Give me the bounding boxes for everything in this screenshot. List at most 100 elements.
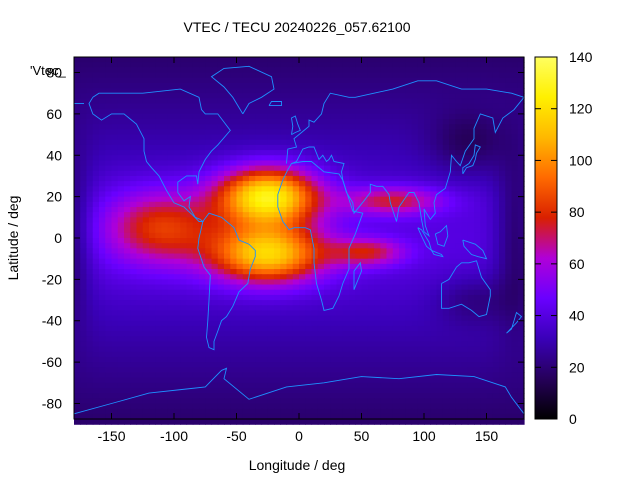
heatmap-cell <box>305 325 313 332</box>
heatmap-cell <box>142 170 150 177</box>
heatmap-cell <box>411 77 419 84</box>
heatmap-cell <box>474 315 481 322</box>
heatmap-cell <box>330 150 338 156</box>
heatmap-cell <box>492 320 500 327</box>
heatmap-cell <box>255 367 263 374</box>
heatmap-cell <box>261 98 269 105</box>
heatmap-cell <box>236 274 244 280</box>
heatmap-cell <box>474 165 481 172</box>
heatmap-cell <box>142 238 150 244</box>
heatmap-cell <box>480 243 488 249</box>
heatmap-cell <box>392 175 400 182</box>
heatmap-cell <box>161 258 169 265</box>
heatmap-cell <box>205 362 213 368</box>
heatmap-cell <box>92 217 100 224</box>
heatmap-cell <box>292 238 300 244</box>
heatmap-cell <box>74 382 81 389</box>
heatmap-cell <box>305 103 313 110</box>
heatmap-cell <box>274 129 281 136</box>
heatmap-cell <box>499 367 506 374</box>
heatmap-cell <box>80 294 88 301</box>
heatmap-cell <box>399 331 406 337</box>
heatmap-cell <box>255 103 263 110</box>
heatmap-cell <box>486 88 494 94</box>
heatmap-cell <box>80 263 88 270</box>
heatmap-cell <box>305 212 313 218</box>
heatmap-cell <box>330 387 338 394</box>
heatmap-cell <box>336 346 344 353</box>
heatmap-cell <box>80 139 88 146</box>
heatmap-cell <box>311 331 319 337</box>
heatmap-cell <box>242 294 250 301</box>
heatmap-cell <box>505 67 513 74</box>
heatmap-cell <box>105 129 113 136</box>
heatmap-cell <box>149 155 156 162</box>
heatmap-cell <box>449 217 456 224</box>
heatmap-cell <box>167 170 175 177</box>
heatmap-cell <box>474 310 481 317</box>
heatmap-cell <box>299 331 306 337</box>
heatmap-cell <box>405 212 413 218</box>
heatmap-cell <box>499 351 506 358</box>
heatmap-cell <box>286 408 294 415</box>
heatmap-cell <box>230 186 238 193</box>
heatmap-cell <box>430 124 438 130</box>
heatmap-cell <box>105 113 113 120</box>
heatmap-cell <box>74 377 81 384</box>
heatmap-cell <box>74 341 81 348</box>
heatmap-cell <box>367 77 375 84</box>
heatmap-cell <box>324 300 331 306</box>
heatmap-cell <box>436 289 444 296</box>
heatmap-cell <box>224 382 231 389</box>
heatmap-cell <box>249 372 256 379</box>
heatmap-cell <box>305 341 313 348</box>
heatmap-cell <box>517 124 525 130</box>
heatmap-cell <box>392 274 400 280</box>
heatmap-cell <box>449 243 456 249</box>
heatmap-cell <box>180 248 188 255</box>
heatmap-cell <box>117 201 125 208</box>
heatmap-cell <box>330 72 338 79</box>
heatmap-cell <box>417 160 425 167</box>
heatmap-cell <box>299 113 306 120</box>
heatmap-cell <box>374 253 381 260</box>
heatmap-cell <box>86 67 94 74</box>
heatmap-cell <box>505 263 513 270</box>
heatmap-cell <box>449 274 456 280</box>
heatmap-cell <box>374 362 381 368</box>
heatmap-cell <box>399 57 406 63</box>
heatmap-cell <box>517 113 525 120</box>
heatmap-cell <box>417 279 425 286</box>
heatmap-cell <box>386 243 394 249</box>
heatmap-cell <box>249 67 256 74</box>
heatmap-cell <box>205 367 213 374</box>
heatmap-cell <box>230 367 238 374</box>
heatmap-cell <box>405 258 413 265</box>
heatmap-cell <box>124 160 131 167</box>
heatmap-cell <box>186 248 194 255</box>
heatmap-cell <box>117 356 125 363</box>
heatmap-cell <box>199 289 206 296</box>
heatmap-cell <box>242 403 250 410</box>
heatmap-cell <box>149 67 156 74</box>
heatmap-cell <box>367 274 375 280</box>
heatmap-cell <box>105 403 113 410</box>
heatmap-cell <box>261 155 269 162</box>
heatmap-cell <box>92 284 100 291</box>
heatmap-cell <box>211 341 219 348</box>
heatmap-cell <box>274 356 281 363</box>
heatmap-cell <box>355 103 363 110</box>
heatmap-cell <box>99 367 106 374</box>
heatmap-cell <box>130 181 138 187</box>
heatmap-cell <box>392 263 400 270</box>
heatmap-cell <box>236 113 244 120</box>
heatmap-cell <box>249 165 256 172</box>
heatmap-cell <box>192 139 200 146</box>
heatmap-cell <box>355 269 363 275</box>
heatmap-cell <box>174 294 181 301</box>
heatmap-cell <box>242 398 250 405</box>
heatmap-cell <box>317 119 325 125</box>
heatmap-cell <box>242 57 250 63</box>
heatmap-cell <box>511 387 519 394</box>
heatmap-cell <box>311 305 319 311</box>
